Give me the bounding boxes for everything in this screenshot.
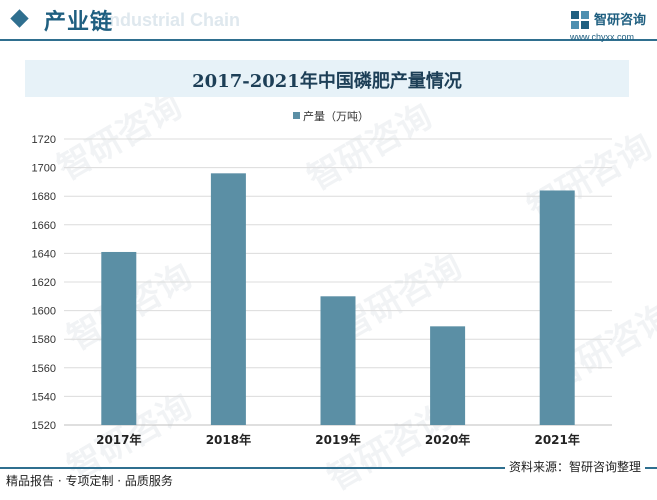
y-tick-label: 1720 (32, 134, 56, 146)
y-tick-label: 1680 (32, 191, 56, 203)
y-tick-label: 1580 (32, 334, 56, 346)
legend-label: 产量（万吨） (303, 109, 369, 123)
header-bar: Industrial Chain 产业链 智研咨询 www.chyxx.com (0, 0, 657, 42)
y-tick-label: 1540 (32, 391, 56, 403)
bar (210, 173, 246, 425)
y-tick-label: 1620 (32, 277, 56, 289)
brand-url[interactable]: www.chyxx.com (570, 32, 635, 42)
brand-logo-icon (571, 11, 589, 29)
x-tick-label: 2019年 (315, 432, 360, 447)
y-tick-label: 1600 (32, 306, 56, 318)
x-tick-label: 2017年 (96, 432, 141, 447)
footer-divider (0, 467, 657, 469)
source-note: 资料来源：智研咨询整理 (505, 458, 646, 475)
chart-title-box: 2017-2021年中国磷肥产量情况 (25, 60, 629, 97)
bar (430, 326, 466, 425)
chart-title: 2017-2021年中国磷肥产量情况 (192, 71, 462, 92)
footer-tagline: 精品报告 · 专项定制 · 品质服务 (6, 474, 173, 488)
header-divider (0, 39, 657, 41)
brand-name: 智研咨询 (594, 13, 647, 28)
y-tick-label: 1660 (32, 220, 56, 232)
y-tick-label: 1700 (32, 163, 56, 175)
x-tick-label: 2021年 (534, 432, 579, 447)
section-title: 产业链 (44, 10, 114, 35)
y-tick-label: 1560 (32, 363, 56, 375)
bar (101, 251, 137, 425)
y-tick-label: 1520 (32, 420, 56, 432)
legend-swatch (293, 112, 300, 119)
brand-block[interactable]: 智研咨询 www.chyxx.com (570, 8, 655, 42)
y-tick-label: 1640 (32, 248, 56, 260)
x-tick-label: 2020年 (425, 432, 470, 447)
x-tick-label: 2018年 (206, 432, 251, 447)
bar (539, 190, 575, 425)
section-subtitle: Industrial Chain (104, 10, 241, 30)
bar (320, 296, 356, 425)
